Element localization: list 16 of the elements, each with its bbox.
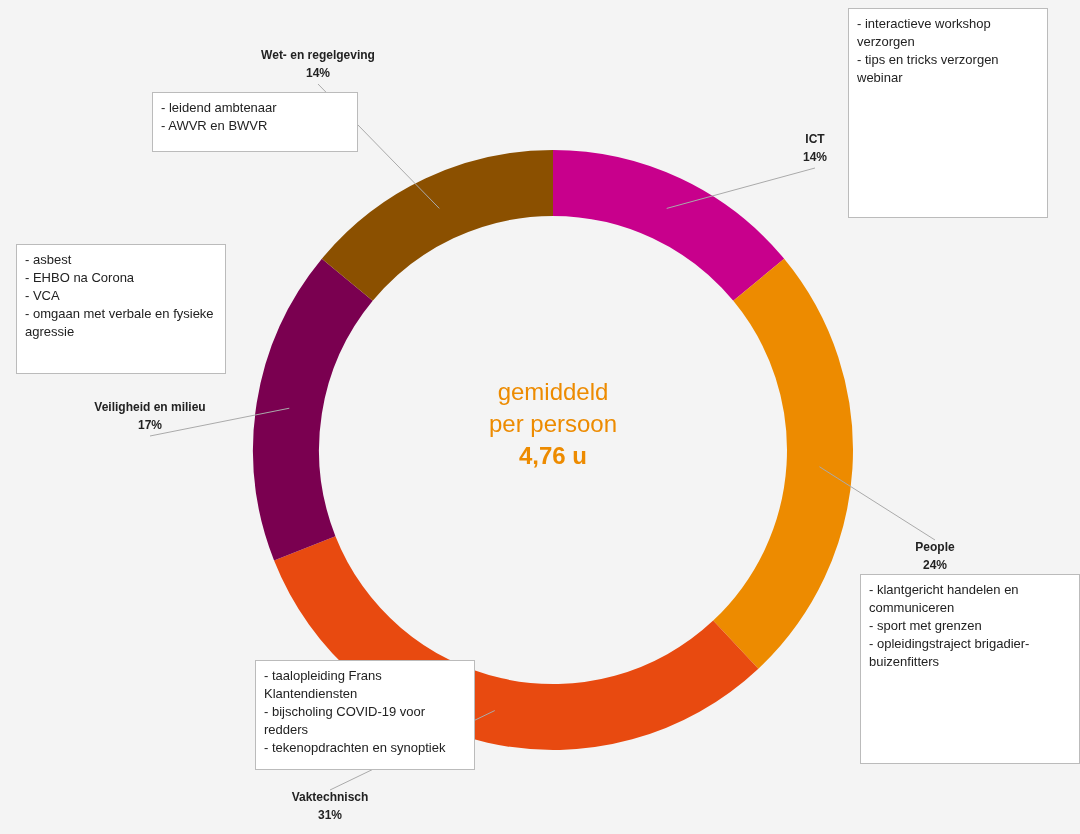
data-label: 31% [317,808,343,823]
slice-label: Veiligheid en milieu [94,400,206,415]
text: - leidend ambtenaar - AWVR en BWVR [152,92,358,152]
data-label: 14% [305,66,331,81]
text: - interactieve workshop verzorgen - tips en tricks verzorgen webinar [848,8,1048,218]
text: gemiddeld per persoon 4,76 u [487,377,619,471]
slice-label: ICT [805,132,826,147]
data-label: 17% [137,418,163,433]
data-label: 14% [802,150,828,165]
slice-label: Wet- en regelgeving [261,48,375,63]
slice-label: People [915,540,955,555]
text: - taalopleiding Frans Klantendiensten - bijscholing COVID-19 voor redders - tekenopdrachten en synoptiek [255,660,475,770]
slice-label: Vaktechnisch [291,790,369,805]
text: - klantgericht handelen en communiceren - sport met grenzen - opleidingstraject brigadier-buizenfitters [860,574,1080,764]
data-label: 24% [922,558,948,573]
text: - asbest - EHBO na Corona - VCA - omgaan met verbale en fysieke agressie [16,244,226,374]
